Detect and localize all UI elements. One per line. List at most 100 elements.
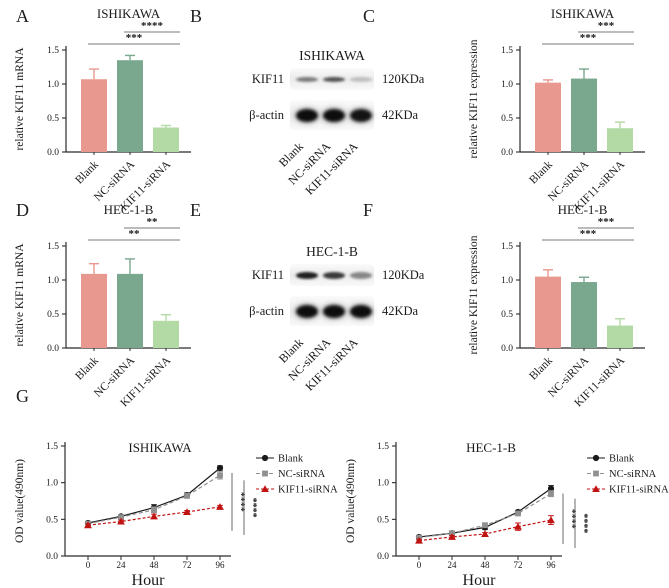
- marker-triangle: [150, 512, 158, 520]
- significance-stars: ***: [580, 228, 597, 240]
- bar: [607, 325, 633, 348]
- x-tick-label: 24: [448, 560, 458, 570]
- panel-letter-G: G: [16, 386, 29, 406]
- marker-square: [515, 510, 521, 517]
- marker-square: [184, 492, 190, 499]
- significance-stars: ***: [598, 20, 615, 32]
- bar: [81, 273, 107, 348]
- y-tick-label: 0.5: [47, 114, 59, 124]
- y-tick-label: 0.5: [501, 114, 513, 124]
- x-category-label: Blank: [527, 158, 555, 186]
- marker-square: [548, 490, 554, 497]
- significance-stars: ***: [580, 32, 597, 44]
- marker-square: [217, 472, 223, 479]
- y-tick-label: 1.0: [47, 276, 59, 286]
- y-tick-label: 0.0: [47, 344, 59, 354]
- x-tick-label: 24: [117, 560, 127, 570]
- bar: [153, 127, 179, 152]
- blot-band: [323, 271, 345, 279]
- blot-band: [323, 304, 345, 318]
- marker-triangle: [481, 530, 489, 537]
- panel-letter-F: F: [363, 200, 374, 220]
- significance-stars: ****: [566, 509, 577, 529]
- western-blot-panel-B: ISHIKAWA KIF11 β-actin 120KDa 42KDa Blan…: [192, 2, 452, 202]
- y-axis-label: OD value(490nm): [345, 459, 357, 543]
- blot-title: HEC-1-B: [306, 244, 358, 259]
- y-tick-label: 1.5: [501, 242, 513, 252]
- significance-stars: ****: [141, 20, 164, 32]
- blot-strip: [290, 264, 374, 286]
- blot-size-label: 120KDa: [382, 72, 425, 86]
- significance-stars: ****: [235, 492, 246, 512]
- y-tick-label: 0.0: [501, 344, 513, 354]
- blot-protein-label: KIF11: [251, 268, 284, 282]
- marker-triangle: [592, 485, 600, 492]
- blot-band: [350, 271, 372, 279]
- y-tick-label: 0.5: [46, 515, 58, 525]
- y-tick-label: 1.0: [47, 80, 59, 90]
- y-tick-label: 0.5: [377, 515, 389, 525]
- x-tick-label: 72: [183, 560, 192, 570]
- x-tick-label: 96: [547, 560, 557, 570]
- y-axis-label: relative KIF11 mRNA: [14, 47, 26, 151]
- marker-triangle: [261, 485, 269, 492]
- bar: [535, 82, 561, 152]
- bar: [535, 276, 561, 348]
- bar-chart-D: HEC-1-B relative KIF11 mRNA 0.0 0.5 1.0 1.5 Bl…: [14, 202, 191, 409]
- blot-size-label: 42KDa: [382, 304, 419, 318]
- blot-strip: [290, 296, 374, 326]
- significance-stars: ****: [247, 498, 258, 518]
- x-category-label: Blank: [73, 354, 101, 382]
- y-tick-label: 0.0: [377, 552, 389, 562]
- marker-square: [482, 522, 488, 529]
- panel-letter-E: E: [190, 200, 201, 220]
- blot-protein-label: β-actin: [249, 304, 284, 318]
- marker-triangle: [216, 503, 224, 510]
- blot-protein-label: β-actin: [249, 108, 284, 122]
- legend-label: NC-siRNA: [278, 469, 326, 480]
- bar: [571, 282, 597, 348]
- western-blot-panel-E: HEC-1-B KIF11 β-actin 120KDa 42KDa Blank…: [192, 198, 452, 398]
- blot-band: [323, 108, 345, 122]
- bar-chart-C: ISHIKAWA relative KIF11 expression 0.0 0.5 1…: [468, 6, 645, 213]
- panel-letter-A: A: [16, 6, 29, 26]
- line-chart-ishikawa: ISHIKAWA OD value(490nm) 0.0 0.5 1.0 1.5 0 24 48…: [14, 440, 338, 588]
- blot-size-label: 120KDa: [382, 268, 425, 282]
- y-tick-label: 0.0: [47, 148, 59, 158]
- x-category-label: Blank: [73, 158, 101, 186]
- blot-band: [350, 76, 372, 82]
- x-axis-label: Hour: [132, 572, 166, 588]
- x-category-label: Blank: [527, 354, 555, 382]
- y-tick-label: 1.0: [501, 80, 513, 90]
- bar-chart-A: ISHIKAWA relative KIF11 mRNA 0.0 0.5 1.0 1.5 B…: [14, 6, 191, 213]
- legend-label: KIF11-siRNA: [609, 485, 669, 496]
- legend-label: Blank: [278, 454, 304, 465]
- chart-title: HEC-1-B: [558, 202, 608, 217]
- y-tick-label: 0.0: [501, 148, 513, 158]
- chart-title: ISHIKAWA: [97, 6, 161, 21]
- y-tick-label: 1.0: [501, 276, 513, 286]
- marker-circle: [261, 454, 269, 462]
- x-tick-label: 96: [216, 560, 226, 570]
- y-axis-label: relative KIF11 expression: [468, 235, 480, 354]
- bar: [117, 273, 143, 348]
- x-tick-label: 0: [417, 560, 422, 570]
- marker-circle: [216, 464, 224, 472]
- x-tick-label: 0: [86, 560, 91, 570]
- legend-label: Blank: [609, 454, 635, 465]
- marker-square: [118, 514, 124, 521]
- y-tick-label: 1.5: [47, 242, 59, 252]
- y-tick-label: 1.0: [46, 479, 58, 489]
- blot-protein-label: KIF11: [251, 72, 284, 86]
- blot-band: [296, 304, 318, 318]
- y-tick-label: 1.5: [377, 442, 389, 452]
- marker-triangle: [448, 533, 456, 540]
- marker-triangle: [514, 522, 522, 530]
- legend-label: KIF11-siRNA: [278, 485, 338, 496]
- marker-triangle: [84, 521, 92, 529]
- x-tick-label: 48: [150, 560, 160, 570]
- marker-triangle: [415, 536, 423, 544]
- marker-triangle: [117, 517, 125, 525]
- significance-stars: **: [147, 216, 159, 228]
